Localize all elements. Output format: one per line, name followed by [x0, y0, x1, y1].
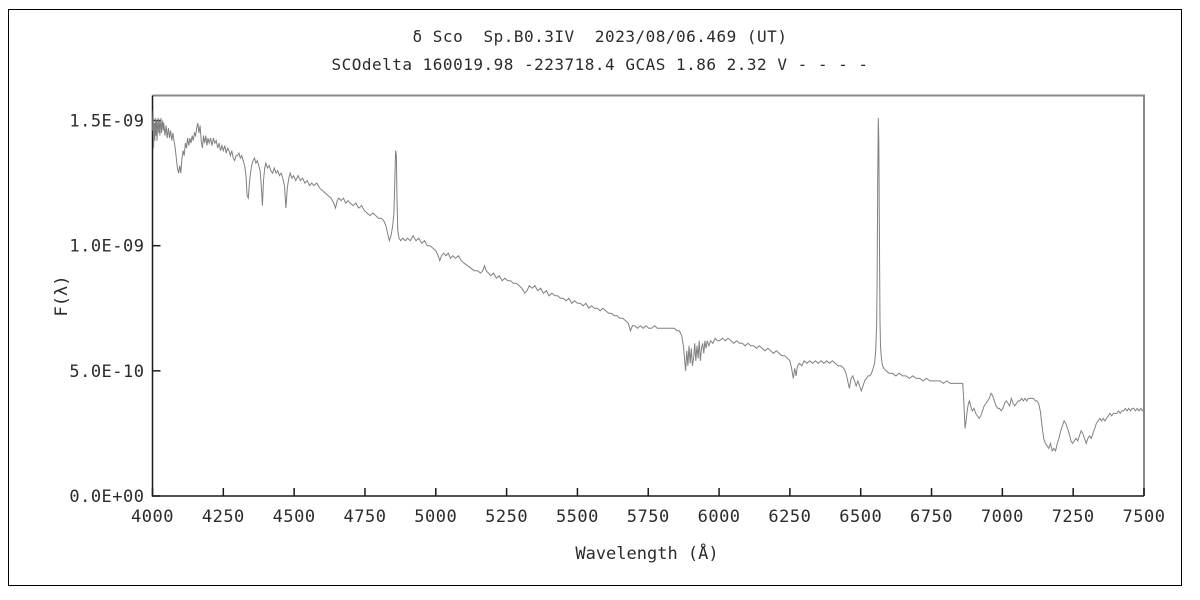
x-tick-label: 5750: [627, 507, 670, 527]
x-tick-label: 6750: [910, 507, 953, 527]
chart-title: δ Sco Sp.B0.3IV 2023/08/06.469 (UT): [412, 27, 788, 46]
x-axis-label: Wavelength (Å): [575, 544, 719, 564]
x-tick-label: 4500: [273, 507, 316, 527]
y-tick-label: 1.0E-09: [69, 237, 144, 257]
x-tick-label: 6250: [768, 507, 811, 527]
x-tick-label: 4250: [202, 507, 245, 527]
x-tick-label: 7500: [1123, 507, 1166, 527]
spectrum-line: [152, 110, 1145, 453]
x-tick-label: 7000: [981, 507, 1024, 527]
x-tick-label: 5250: [485, 507, 528, 527]
x-tick-label: 4000: [131, 507, 174, 527]
x-tick-label: 6000: [698, 507, 741, 527]
x-tick-label: 4750: [343, 507, 386, 527]
x-tick-label: 5500: [556, 507, 599, 527]
plot-frame: [152, 94, 1145, 496]
x-tick-label: 7250: [1052, 507, 1095, 527]
y-tick-label: 1.5E-09: [69, 112, 144, 132]
x-tick-label: 6500: [839, 507, 882, 527]
y-tick-label: 0.0E+00: [69, 487, 144, 507]
y-tick-label: 5.0E-10: [69, 362, 144, 382]
x-tick-label: 5000: [414, 507, 457, 527]
outer-border: [8, 9, 1182, 586]
chart-subtitle: SCOdelta 160019.98 -223718.4 GCAS 1.86 2…: [331, 55, 869, 74]
axis-lines: [151, 95, 1144, 497]
